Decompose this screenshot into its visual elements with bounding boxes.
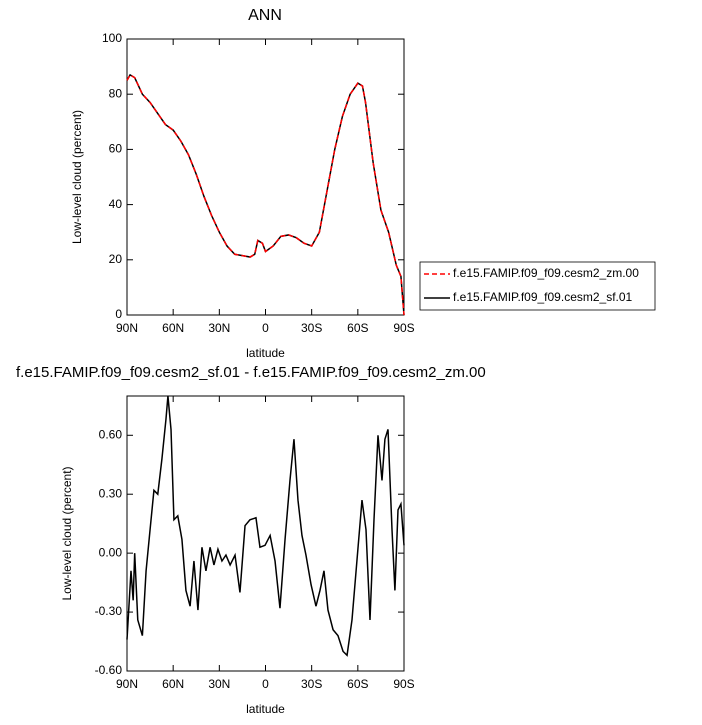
plot-frame xyxy=(126,38,405,316)
legend-label: f.e15.FAMIP.f09_f09.cesm2_sf.01 xyxy=(453,290,633,304)
y-tick-label: 40 xyxy=(109,197,123,211)
y-tick-label: 80 xyxy=(109,86,123,100)
y-tick-label: 60 xyxy=(109,142,123,156)
y-tick-label: 0 xyxy=(115,307,122,321)
x-tick-label: 90N xyxy=(116,321,138,335)
x-tick-label: 60S xyxy=(347,321,368,335)
x-tick-label: 90S xyxy=(393,677,414,691)
x-tick-label: 0 xyxy=(262,677,269,691)
y-tick-label: 0.30 xyxy=(99,486,123,500)
x-tick-label: 30S xyxy=(301,321,322,335)
x-tick-label: 30S xyxy=(301,677,322,691)
x-tick-label: 90N xyxy=(116,677,138,691)
y-tick-label: 100 xyxy=(102,31,122,45)
plot-frame xyxy=(126,395,405,672)
chart-title: ANN xyxy=(248,7,282,24)
x-tick-label: 90S xyxy=(393,321,414,335)
y-tick-label: 0.00 xyxy=(99,545,123,559)
x-tick-label: 30N xyxy=(208,321,230,335)
y-tick-label: 0.60 xyxy=(99,427,123,441)
x-tick-label: 0 xyxy=(262,321,269,335)
x-axis-label: latitude xyxy=(246,346,285,360)
y-axis-label: Low-level cloud (percent) xyxy=(60,466,74,600)
legend-label: f.e15.FAMIP.f09_f09.cesm2_zm.00 xyxy=(453,266,639,280)
data-line xyxy=(126,73,405,316)
legend-box xyxy=(419,261,656,311)
y-tick-label: -0.60 xyxy=(95,663,123,677)
chart-title: f.e15.FAMIP.f09_f09.cesm2_sf.01 - f.e15.… xyxy=(16,364,486,381)
x-tick-label: 60S xyxy=(347,677,368,691)
x-axis-label: latitude xyxy=(246,702,285,716)
y-tick-label: 20 xyxy=(109,252,123,266)
y-axis-label: Low-level cloud (percent) xyxy=(70,110,84,244)
x-tick-label: 60N xyxy=(162,677,184,691)
x-tick-label: 60N xyxy=(162,321,184,335)
x-tick-label: 30N xyxy=(208,677,230,691)
data-line xyxy=(126,395,405,657)
y-tick-label: -0.30 xyxy=(95,604,123,618)
data-line xyxy=(126,73,405,316)
